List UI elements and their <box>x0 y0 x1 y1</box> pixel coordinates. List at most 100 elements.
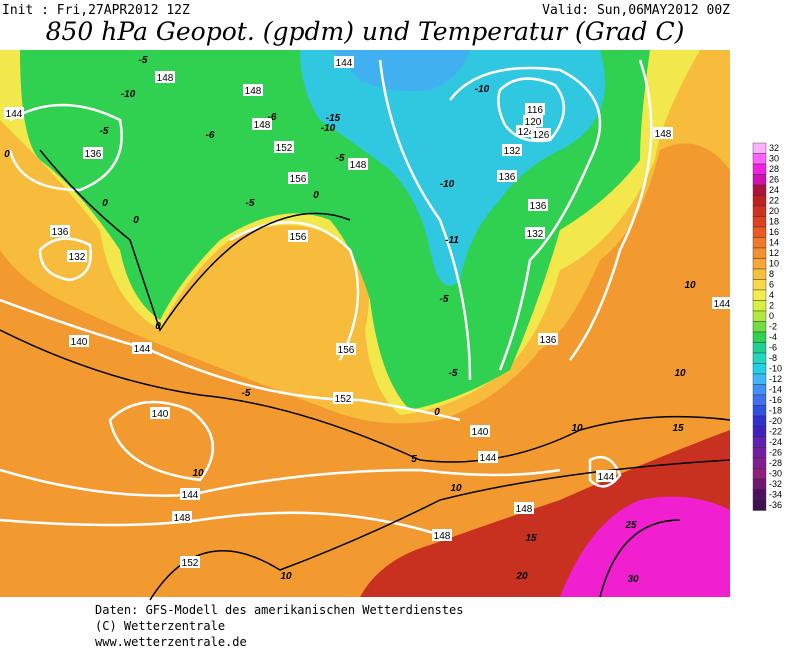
geopotential-label: 148 <box>434 531 451 542</box>
colorbar-swatch <box>752 279 767 291</box>
contour <box>0 329 731 463</box>
temperature-label: 0 <box>102 198 108 209</box>
label-background <box>288 230 308 242</box>
colorbar-label: -34 <box>769 490 782 500</box>
geopotential-label: 140 <box>152 409 169 420</box>
label-background <box>83 147 103 159</box>
label-background <box>528 199 548 211</box>
label-background <box>172 511 192 523</box>
label-background <box>69 335 89 347</box>
temperature-label: 25 <box>624 520 637 531</box>
contour <box>8 103 123 192</box>
label-background <box>596 470 616 482</box>
geopotential-label: 156 <box>290 232 307 243</box>
colorbar-label: 14 <box>769 238 779 248</box>
geopotential-label: 148 <box>157 73 174 84</box>
colorbar-label: 0 <box>769 311 774 321</box>
temperature-label: 10 <box>450 483 462 494</box>
temperature-label: -5 <box>242 388 251 399</box>
colorbar-swatch <box>752 478 767 490</box>
contour <box>0 298 461 422</box>
colorbar-swatch <box>752 426 767 438</box>
map: 148 144 136 148 148 152 156 156 148 136 132 140 144 1… <box>0 50 732 601</box>
geopotential-contours <box>0 59 653 537</box>
label-background <box>67 250 87 262</box>
contour <box>39 149 351 332</box>
label-background <box>348 158 368 170</box>
geopotential-label: 140 <box>71 337 88 348</box>
colorbar-swatch <box>752 415 767 427</box>
temperature-label: 10 <box>684 280 696 291</box>
geopotential-label: 136 <box>499 172 516 183</box>
temperature-label: -5 <box>336 153 345 164</box>
label-background <box>4 107 24 119</box>
colorbar-label: -24 <box>769 437 782 447</box>
colorbar-label: -12 <box>769 374 782 384</box>
label-background <box>180 556 200 568</box>
label-background <box>150 407 170 419</box>
temperature-contours <box>0 149 731 601</box>
contour <box>599 519 681 598</box>
colorbar-label: -28 <box>769 458 782 468</box>
temperature-label: -6 <box>206 130 215 141</box>
geopotential-label: 144 <box>134 344 151 355</box>
geopotential-label: 140 <box>472 427 489 438</box>
temperature-label: 0 <box>133 215 139 226</box>
geopotential-label: 148 <box>350 160 367 171</box>
colorbar-label: 28 <box>769 164 779 174</box>
colorbar-swatch <box>752 342 767 354</box>
contour-labels: 148 144 136 148 148 152 156 156 148 136 132 140 144 1… <box>4 55 732 585</box>
temperature-label: 10 <box>192 468 204 479</box>
colorbar-swatch <box>752 226 767 238</box>
label-background <box>525 227 545 239</box>
label-background <box>514 502 534 514</box>
label-background <box>470 425 490 437</box>
colorbar-label: -32 <box>769 479 782 489</box>
colorbar-label: 16 <box>769 227 779 237</box>
colorbar-swatch <box>752 216 767 228</box>
colorbar-swatch <box>752 205 767 217</box>
label-background <box>432 529 452 541</box>
temperature-label: -10 <box>475 84 490 95</box>
temperature-label: -5 <box>139 55 148 66</box>
label-background <box>333 392 353 404</box>
geopotential-label: 136 <box>52 227 69 238</box>
colorbar-label: -6 <box>769 343 777 353</box>
label-background <box>531 128 551 140</box>
temperature-label: -5 <box>449 368 458 379</box>
contour <box>588 455 622 488</box>
colorbar-label: -10 <box>769 364 782 374</box>
label-background <box>180 488 200 500</box>
colorbar: 32302826242220181614121086420-2-4-6-8-10… <box>752 142 782 511</box>
temperature-label: -15 <box>326 113 341 124</box>
contour <box>38 237 93 282</box>
colorbar-label: 20 <box>769 206 779 216</box>
label-background <box>274 141 294 153</box>
label-background <box>525 103 545 115</box>
temperature-label: 0 <box>434 407 440 418</box>
temperature-label: 15 <box>672 423 684 434</box>
geopotential-label: 156 <box>338 345 355 356</box>
temperature-label: 5 <box>411 454 417 465</box>
label-background <box>334 56 354 68</box>
temperature-label: -5 <box>100 126 109 137</box>
colorbar-swatch <box>752 384 767 396</box>
cold-core <box>330 50 470 92</box>
colorbar-label: 8 <box>769 269 774 279</box>
colorbar-label: 2 <box>769 301 774 311</box>
temperature-label: -5 <box>246 198 255 209</box>
colorbar-swatch <box>752 363 767 375</box>
colorbar-swatch <box>752 195 767 207</box>
colorbar-swatch <box>752 405 767 417</box>
temperature-label: 10 <box>571 423 583 434</box>
geopotential-label: 120 <box>525 117 542 128</box>
colorbar-swatch <box>752 174 767 186</box>
colorbar-swatch <box>752 142 767 154</box>
temperature-label: 0 <box>4 149 10 160</box>
colorbar-swatch <box>752 489 767 501</box>
geopotential-label: 148 <box>516 504 533 515</box>
contour <box>449 66 602 371</box>
geopotential-label: 144 <box>182 490 199 501</box>
colorbar-swatch <box>752 184 767 196</box>
